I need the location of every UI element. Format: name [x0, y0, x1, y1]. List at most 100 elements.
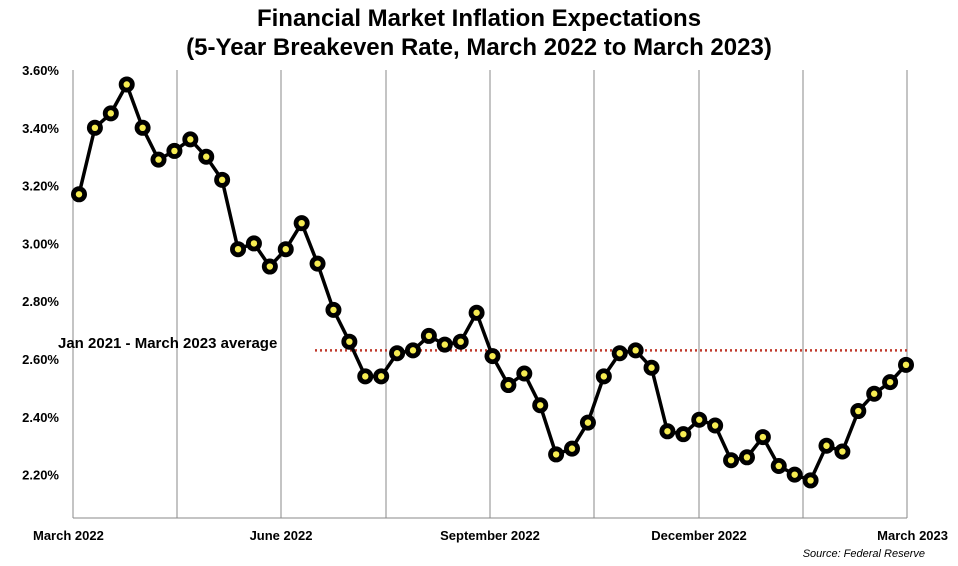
- data-point-inner: [823, 442, 830, 449]
- data-point-inner: [600, 373, 608, 380]
- data-point: [882, 374, 899, 391]
- data-point: [420, 327, 437, 344]
- data-point-inner: [139, 124, 146, 132]
- data-point: [341, 333, 358, 350]
- data-point: [548, 446, 565, 463]
- data-point: [627, 342, 644, 359]
- data-point-inner: [855, 407, 862, 415]
- series-line: [77, 82, 908, 483]
- data-point-inner: [489, 352, 496, 360]
- data-point: [325, 301, 342, 318]
- data-point: [532, 397, 549, 414]
- data-point-inner: [791, 471, 798, 478]
- y-tick-label: 3.40%: [22, 121, 59, 136]
- data-point-inner: [870, 390, 878, 397]
- data-point-inner: [377, 373, 385, 380]
- chart-axes: [72, 70, 908, 519]
- data-point-inner: [616, 350, 623, 357]
- data-point-inner: [203, 153, 210, 160]
- y-tick-label: 3.20%: [22, 179, 59, 194]
- data-point: [818, 437, 835, 454]
- data-point-inner: [537, 402, 544, 409]
- y-tick-label: 2.60%: [22, 352, 59, 367]
- data-point-inner: [314, 260, 321, 267]
- data-point: [802, 472, 819, 489]
- data-point: [357, 368, 374, 385]
- data-point: [484, 348, 501, 365]
- data-point-inner: [807, 477, 814, 484]
- chart-title: Financial Market Inflation Expectations: [256, 5, 702, 32]
- data-point: [723, 452, 740, 469]
- data-point-inner: [393, 350, 401, 357]
- y-tick-label: 3.60%: [22, 63, 59, 78]
- x-tick-label: June 2022: [250, 528, 313, 543]
- data-point: [675, 426, 692, 443]
- data-point-inner: [234, 246, 242, 253]
- data-point: [707, 417, 724, 434]
- chart-subtitle: (5-Year Breakeven Rate, March 2022 to Ma…: [186, 34, 772, 61]
- data-point: [309, 255, 326, 272]
- data-point: [754, 429, 771, 446]
- data-point-inner: [250, 240, 258, 247]
- vertical-gridlines: [176, 70, 804, 518]
- data-point-inner: [664, 428, 671, 435]
- y-axis-tick-labels: 2.20% 2.40% 2.60% 2.80% 3.00% 3.20% 3.40% 3.60%: [22, 63, 59, 483]
- data-point: [71, 186, 87, 203]
- data-point: [436, 336, 453, 353]
- data-point: [611, 345, 628, 362]
- x-tick-label: March 2022: [33, 528, 104, 543]
- data-point: [214, 171, 231, 188]
- data-point: [898, 356, 914, 373]
- data-point: [691, 411, 708, 428]
- data-point: [850, 403, 867, 420]
- data-point-inner: [727, 456, 735, 464]
- data-point-inner: [346, 338, 353, 345]
- data-point: [834, 443, 851, 460]
- chart-title-block: Financial Market Inflation Expectations …: [0, 4, 958, 62]
- data-point: [738, 449, 755, 466]
- data-point-inner: [521, 370, 528, 377]
- data-point: [86, 119, 103, 136]
- y-tick-label: 2.80%: [22, 294, 59, 309]
- data-point-inner: [409, 347, 417, 354]
- data-point-inner: [298, 219, 305, 227]
- data-point: [182, 131, 199, 148]
- data-point-inner: [425, 332, 433, 340]
- data-point: [134, 119, 151, 136]
- data-point: [659, 423, 676, 440]
- data-point-inner: [680, 430, 687, 438]
- data-point: [166, 142, 183, 159]
- data-point-inner: [75, 191, 83, 198]
- data-point: [564, 440, 581, 457]
- data-point: [245, 235, 262, 252]
- data-point: [373, 368, 390, 385]
- data-point: [866, 385, 883, 402]
- data-point-inner: [839, 448, 846, 455]
- data-point: [595, 368, 612, 385]
- data-point: [150, 151, 167, 168]
- source-note: Source: Federal Reserve: [803, 548, 925, 560]
- data-point-inner: [711, 422, 719, 429]
- data-point-inner: [632, 347, 639, 354]
- data-point-inner: [171, 147, 178, 155]
- y-tick-label: 2.20%: [22, 468, 59, 483]
- data-point-inner: [473, 309, 480, 316]
- data-point-inner: [568, 445, 576, 452]
- series-polyline: [77, 82, 908, 483]
- data-point-inner: [282, 246, 289, 253]
- data-point: [643, 359, 660, 376]
- data-point-inner: [123, 81, 130, 88]
- data-point-inner: [648, 364, 655, 371]
- data-point-inner: [886, 378, 894, 386]
- data-point: [198, 148, 215, 165]
- data-point: [579, 414, 596, 431]
- data-point-inner: [155, 156, 162, 163]
- data-point: [404, 342, 421, 359]
- data-points: [71, 76, 914, 489]
- data-point-inner: [696, 416, 703, 423]
- data-point-inner: [91, 124, 99, 132]
- data-point-inner: [902, 361, 910, 369]
- data-point: [102, 105, 119, 122]
- data-point: [277, 241, 294, 258]
